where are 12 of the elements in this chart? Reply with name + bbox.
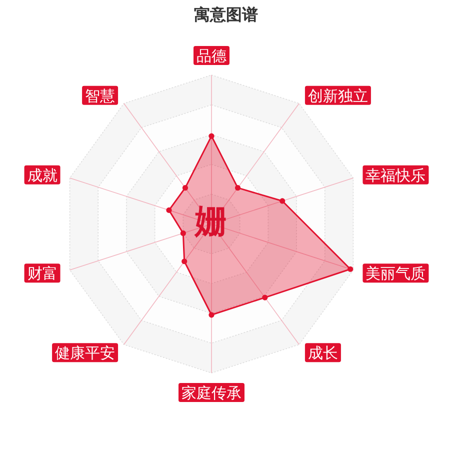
text: 姗	[194, 201, 228, 240]
spoke-label: 家庭传承	[182, 384, 242, 402]
spoke-label: 成就	[27, 166, 58, 184]
spoke-label: 创新独立	[308, 86, 368, 105]
spoke-label: 智慧	[85, 86, 116, 105]
spoke-label: 品德	[196, 47, 226, 65]
spoke-label: 财富	[27, 264, 58, 283]
spoke-label: 健康平安	[55, 344, 116, 362]
spoke-label: 美丽气质	[366, 264, 426, 283]
spoke-label: 幸福快乐	[366, 166, 426, 184]
chart-title: 寓意图谱	[194, 5, 258, 24]
spoke-label: 成长	[308, 344, 338, 362]
